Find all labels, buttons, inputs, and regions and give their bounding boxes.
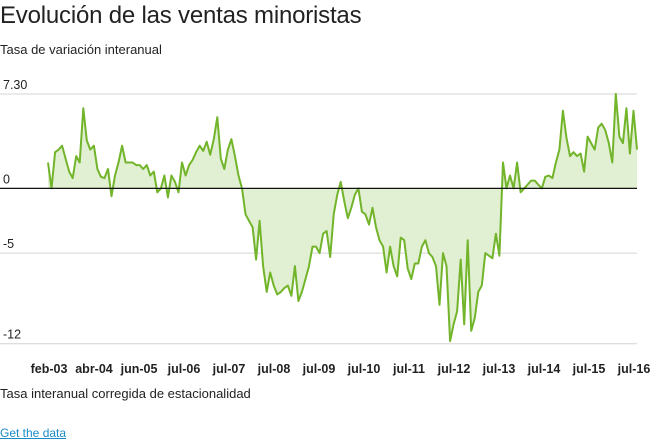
x-tick-label: jul-06 — [167, 362, 201, 376]
area-fill — [48, 93, 637, 342]
x-tick-label: jul-15 — [572, 362, 606, 376]
y-tick-label: 0 — [3, 172, 10, 186]
x-tick-label: jul-08 — [257, 362, 291, 376]
chart-title: Evolución de las ventas minoristas — [0, 2, 362, 29]
y-tick-label: -12 — [3, 328, 21, 342]
x-tick-label: jul-13 — [482, 362, 516, 376]
x-tick-label: jun-05 — [120, 362, 158, 376]
x-tick-label: jul-09 — [302, 362, 336, 376]
y-axis-ticks: 7.30 0 -5 -12 — [3, 78, 27, 342]
series-line — [47, 92, 638, 343]
x-tick-label: jul-11 — [392, 362, 425, 376]
chart-caption: Tasa interanual corregida de estacionali… — [0, 386, 251, 401]
get-data-link[interactable]: Get the data — [0, 426, 67, 440]
x-tick-label: jul-12 — [437, 362, 471, 376]
x-tick-label: jul-14 — [527, 362, 561, 376]
x-tick-label: abr-04 — [75, 362, 113, 376]
chart-subtitle: Tasa de variación interanual — [0, 42, 162, 57]
x-axis-ticks: feb-03 abr-04 jun-05 jul-06 jul-07 jul-08 jul-… — [31, 362, 651, 376]
y-tick-label: 7.30 — [3, 78, 27, 92]
x-tick-label: feb-03 — [31, 362, 68, 376]
retail-sales-chart: 7.30 0 -5 -12 feb-03 abr-04 jun-05 jul-06 jul-0… — [0, 78, 651, 376]
x-tick-label: jul-16 — [617, 362, 651, 376]
y-tick-label: -5 — [3, 237, 14, 251]
x-tick-label: jul-07 — [212, 362, 246, 376]
x-tick-label: jul-10 — [347, 362, 381, 376]
